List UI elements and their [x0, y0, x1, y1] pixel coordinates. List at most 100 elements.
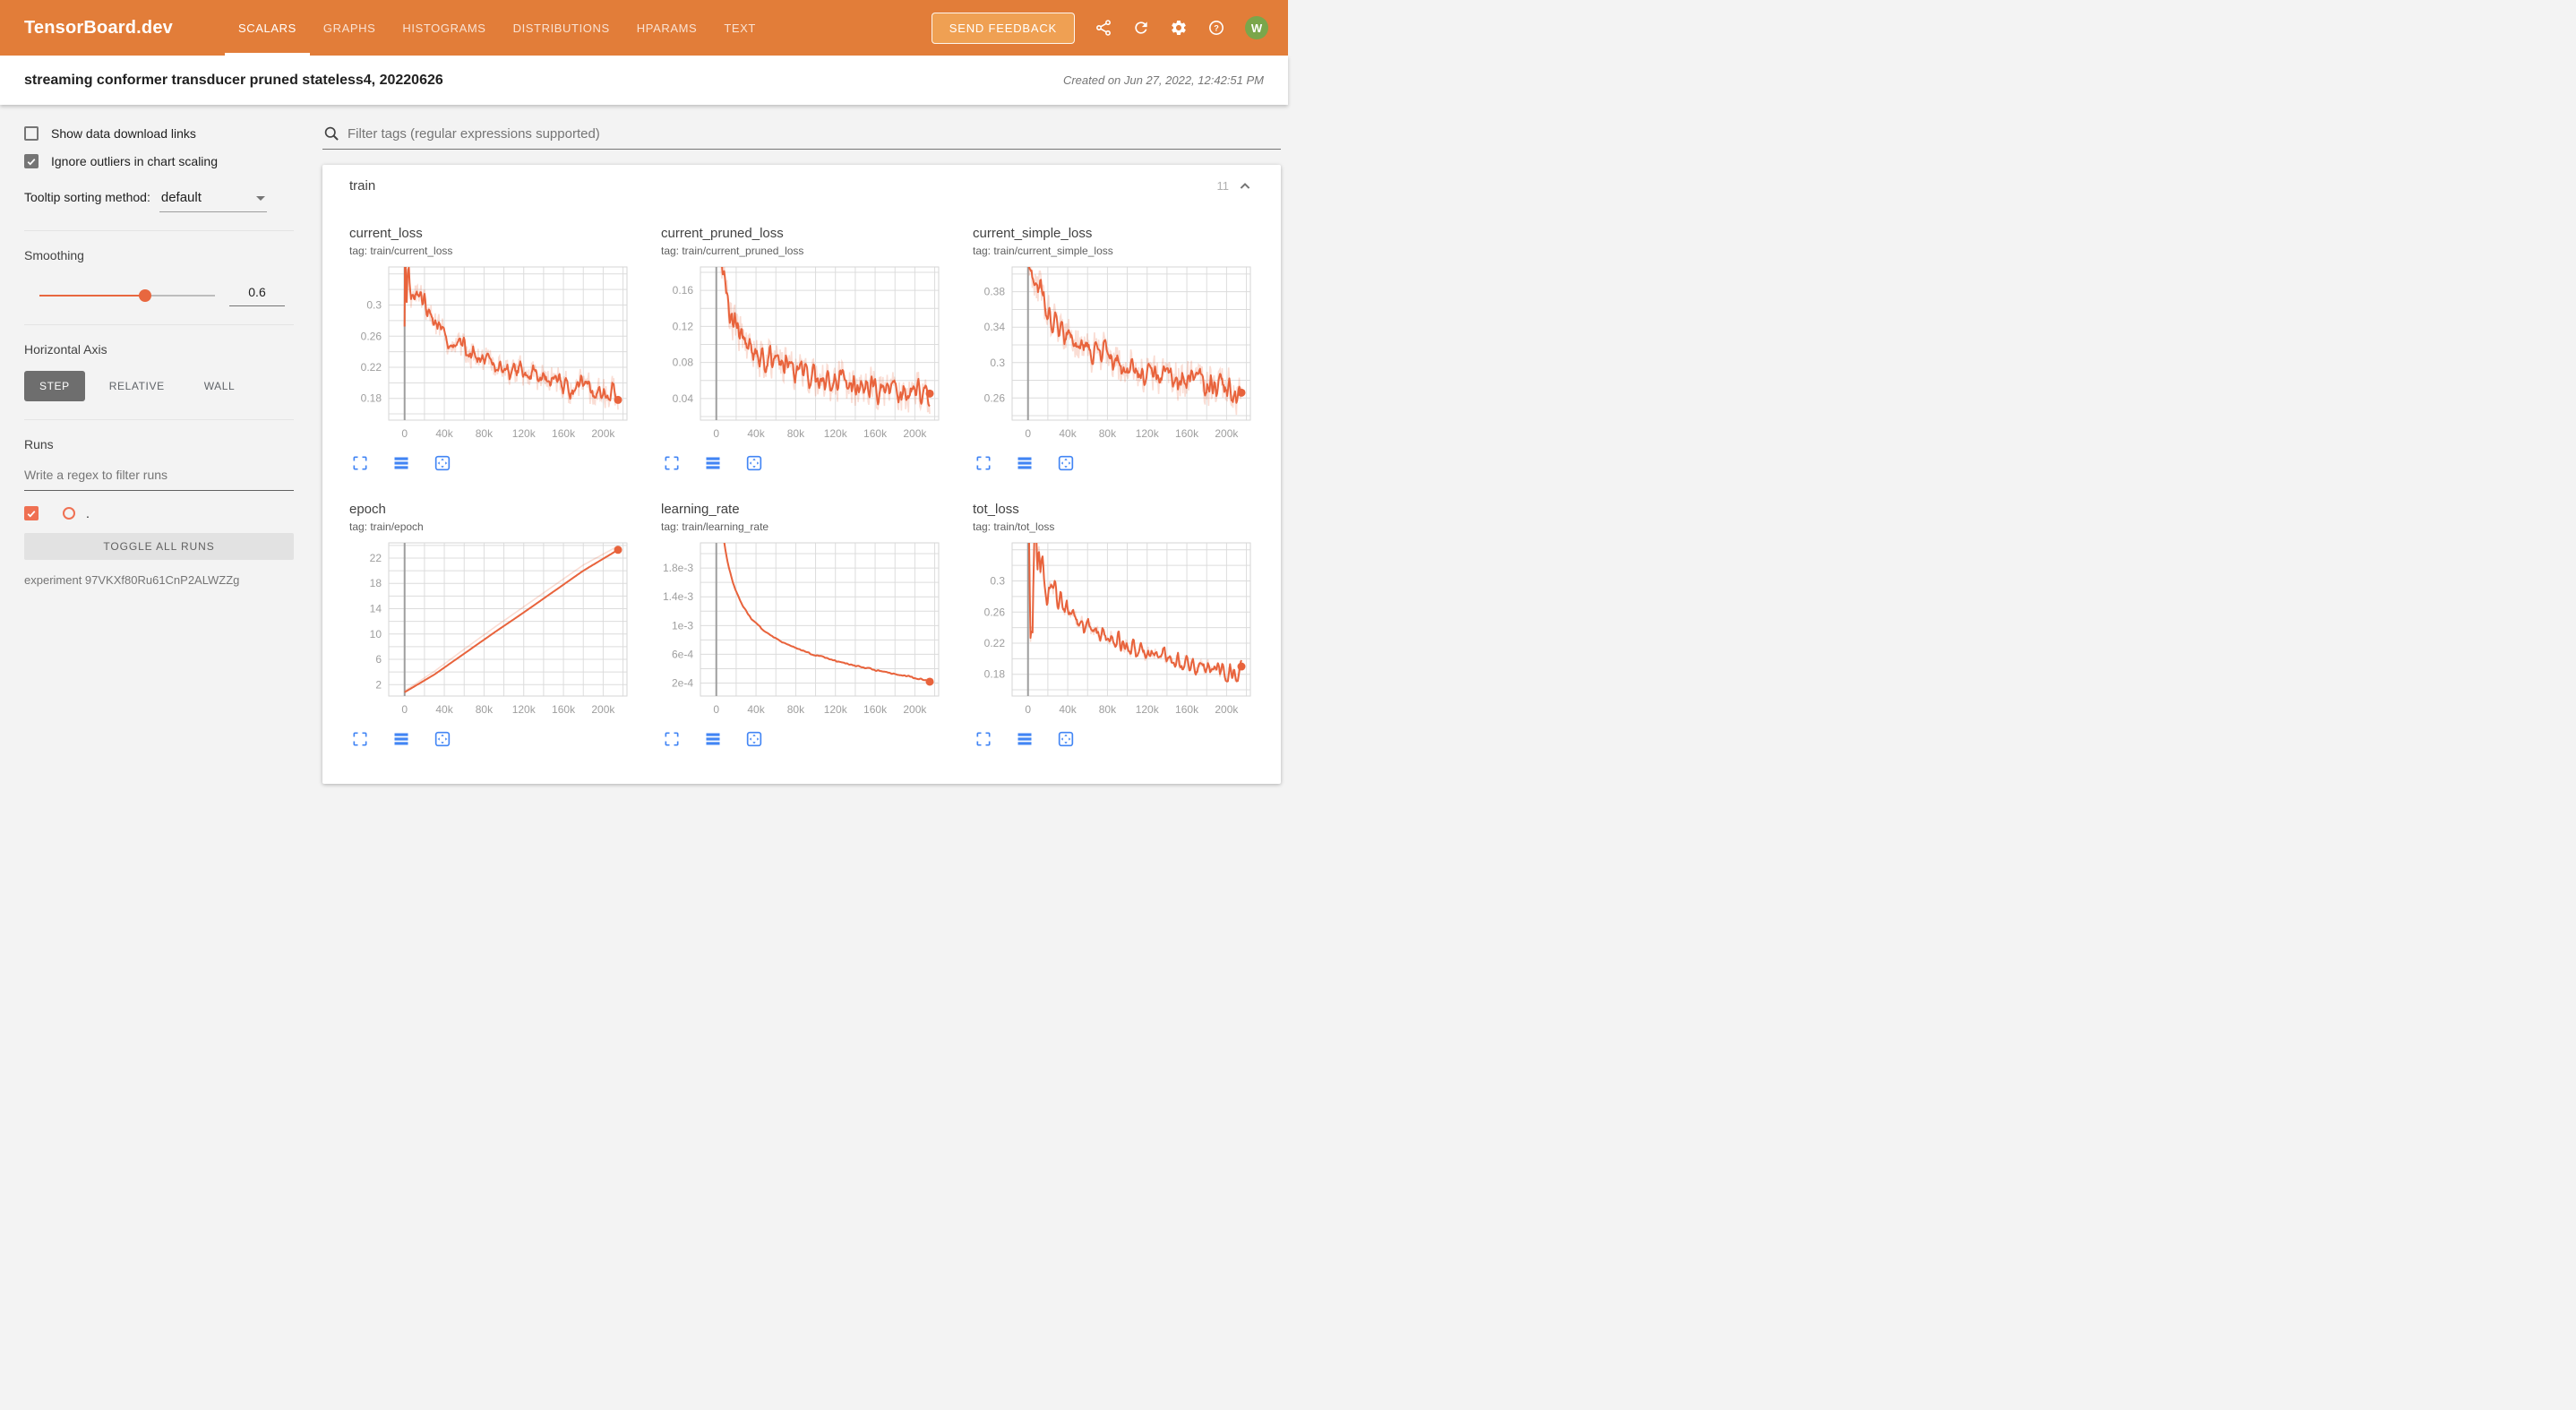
runs-filter-input[interactable] [24, 464, 294, 491]
refresh-icon[interactable] [1132, 19, 1150, 37]
tooltip-sorting-row: Tooltip sorting method: default [24, 190, 294, 212]
share-icon[interactable] [1095, 19, 1112, 37]
runs-list-icon[interactable] [392, 454, 410, 472]
chart-title: current_loss [349, 226, 423, 241]
chart-tag: tag: train/current_pruned_loss [661, 245, 804, 257]
fit-domain-icon[interactable] [434, 454, 451, 472]
group-collapse-control[interactable]: 11 [1217, 177, 1255, 195]
svg-text:160k: 160k [552, 427, 576, 440]
tooltip-sorting-value: default [160, 190, 202, 205]
svg-text:0.34: 0.34 [984, 321, 1006, 333]
run-checkbox[interactable] [24, 506, 39, 520]
show-download-links-checkbox[interactable] [24, 126, 39, 141]
fit-domain-icon[interactable] [745, 454, 763, 472]
svg-text:0: 0 [401, 427, 408, 440]
svg-text:80k: 80k [476, 427, 494, 440]
svg-text:200k: 200k [1215, 427, 1239, 440]
svg-text:0.22: 0.22 [361, 361, 382, 374]
svg-text:0: 0 [713, 703, 719, 716]
chart-title: current_simple_loss [973, 226, 1093, 241]
tooltip-sorting-select[interactable]: default [159, 190, 267, 212]
chart-plot[interactable]: 0.18 0.22 0.26 0.3 0 40k 80k 120k 160k 200k [973, 540, 1254, 720]
axis-relative-button[interactable]: RELATIVE [94, 371, 180, 401]
runs-list-icon[interactable] [1016, 730, 1034, 748]
svg-text:0.3: 0.3 [366, 299, 382, 312]
tab-histograms[interactable]: HISTOGRAMS [402, 21, 486, 35]
chart-plot[interactable]: 2e-4 6e-4 1e-3 1.4e-3 1.8e-3 0 40k 80k 120k 160k 2… [661, 540, 942, 720]
expand-chart-icon[interactable] [351, 454, 369, 472]
run-color-swatch[interactable] [63, 507, 75, 520]
expand-chart-icon[interactable] [663, 454, 681, 472]
fit-domain-icon[interactable] [1057, 454, 1075, 472]
runs-list-icon[interactable] [704, 454, 722, 472]
tab-text[interactable]: TEXT [724, 21, 756, 35]
svg-text:0: 0 [1025, 703, 1031, 716]
axis-wall-button[interactable]: WALL [189, 371, 251, 401]
chart-current-pruned-loss: current_pruned_loss tag: train/current_p… [661, 207, 942, 472]
chevron-up-icon[interactable] [1236, 177, 1254, 195]
tab-scalars[interactable]: SCALARS [225, 0, 310, 56]
fit-domain-icon[interactable] [434, 730, 451, 748]
svg-text:0.12: 0.12 [673, 320, 694, 332]
avatar[interactable]: W [1245, 16, 1268, 39]
check-icon [27, 158, 36, 165]
send-feedback-button[interactable]: SEND FEEDBACK [931, 12, 1075, 44]
toggle-all-runs-button[interactable]: TOGGLE ALL RUNS [24, 533, 294, 560]
show-download-links-label: Show data download links [51, 126, 196, 141]
expand-chart-icon[interactable] [663, 730, 681, 748]
svg-text:0: 0 [713, 427, 719, 440]
chart-learning-rate: learning_rate tag: train/learning_rate 2… [661, 483, 942, 748]
fit-domain-icon[interactable] [1057, 730, 1075, 748]
chart-plot[interactable]: 0.18 0.22 0.26 0.3 0 40k 80k 120k 160k 200k [349, 264, 631, 444]
chart-title: epoch [349, 502, 386, 517]
chart-tag: tag: train/epoch [349, 520, 424, 533]
tab-distributions[interactable]: DISTRIBUTIONS [512, 21, 610, 35]
expand-chart-icon[interactable] [351, 730, 369, 748]
svg-text:200k: 200k [591, 703, 615, 716]
chart-title: tot_loss [973, 502, 1019, 517]
expand-chart-icon[interactable] [975, 730, 992, 748]
svg-text:1.4e-3: 1.4e-3 [663, 590, 693, 603]
svg-text:200k: 200k [591, 427, 615, 440]
runs-list-icon[interactable] [392, 730, 410, 748]
ignore-outliers-checkbox-row[interactable]: Ignore outliers in chart scaling [24, 154, 294, 168]
svg-text:80k: 80k [787, 703, 805, 716]
horizontal-axis-buttons: STEP RELATIVE WALL [24, 371, 294, 401]
smoothing-value-input[interactable]: 0.6 [229, 285, 285, 306]
runs-list-icon[interactable] [1016, 454, 1034, 472]
help-icon[interactable]: ? [1207, 19, 1225, 37]
filter-tags-row [322, 125, 1281, 150]
search-icon [324, 126, 339, 141]
smoothing-slider[interactable] [39, 289, 215, 302]
check-icon [27, 510, 36, 517]
settings-icon[interactable] [1170, 19, 1188, 37]
chart-plot[interactable]: 0.04 0.08 0.12 0.16 0 40k 80k 120k 160k 200k [661, 264, 942, 444]
smoothing-slider-knob[interactable] [138, 289, 151, 302]
chart-tag: tag: train/current_simple_loss [973, 245, 1113, 257]
chart-plot[interactable]: 2 6 10 14 18 22 0 40k 80k 120k 160k 200k [349, 540, 631, 720]
chart-tag: tag: train/tot_loss [973, 520, 1055, 533]
svg-text:2e-4: 2e-4 [672, 677, 693, 690]
svg-text:160k: 160k [863, 703, 888, 716]
chevron-down-icon [255, 196, 265, 201]
runs-list-icon[interactable] [704, 730, 722, 748]
app-bar-actions: SEND FEEDBACK ? W [931, 0, 1288, 56]
svg-text:?: ? [1214, 23, 1219, 32]
chart-title: learning_rate [661, 502, 740, 517]
tab-graphs[interactable]: GRAPHS [322, 21, 376, 35]
filter-tags-input[interactable] [348, 125, 1281, 142]
train-group-header[interactable]: train 11 [322, 165, 1281, 207]
tab-hparams[interactable]: HPARAMS [636, 21, 698, 35]
svg-text:1.8e-3: 1.8e-3 [663, 562, 693, 574]
group-count: 11 [1216, 179, 1230, 193]
chart-plot[interactable]: 0.26 0.3 0.34 0.38 0 40k 80k 120k 160k 200k [973, 264, 1254, 444]
ignore-outliers-checkbox[interactable] [24, 154, 39, 168]
svg-text:18: 18 [370, 577, 382, 589]
svg-text:40k: 40k [1059, 427, 1077, 440]
svg-text:1e-3: 1e-3 [672, 619, 693, 632]
axis-step-button[interactable]: STEP [24, 371, 85, 401]
fit-domain-icon[interactable] [745, 730, 763, 748]
expand-chart-icon[interactable] [975, 454, 992, 472]
svg-text:0.08: 0.08 [673, 357, 694, 369]
show-download-links-checkbox-row[interactable]: Show data download links [24, 126, 294, 141]
